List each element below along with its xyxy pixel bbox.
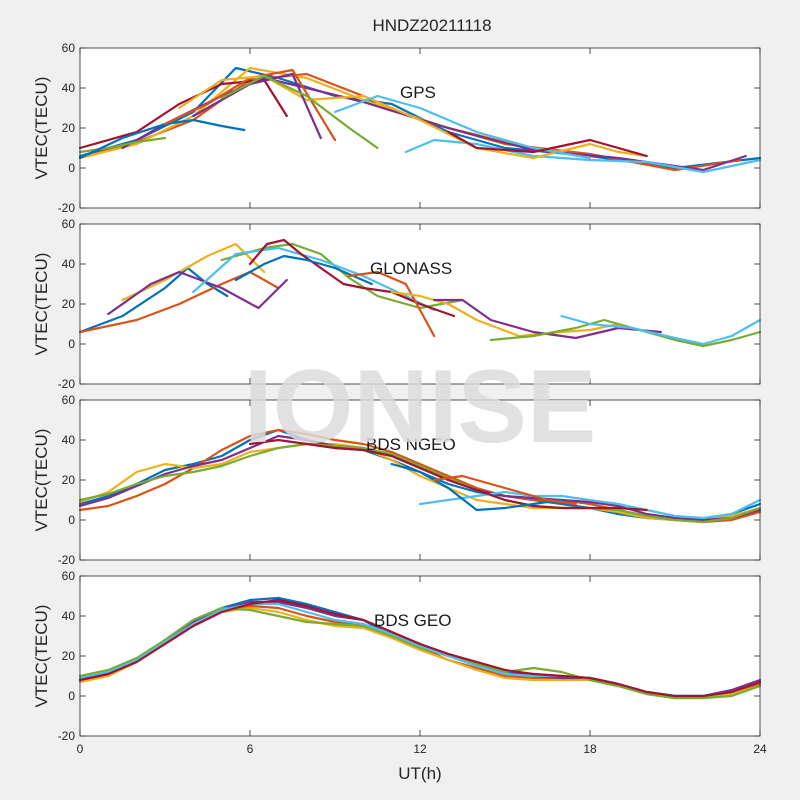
series-line [418,490,762,520]
series-line [78,442,762,522]
plot-area [80,576,760,736]
x-tick-label: 12 [413,742,427,756]
plot-area [80,400,760,560]
series-line [348,270,436,338]
series-line [560,314,762,346]
series-line [192,246,436,312]
series-line [390,290,620,338]
series-line [433,298,662,340]
series-line [433,474,577,506]
y-tick-label: 60 [62,217,76,231]
y-tick-label: 20 [62,649,76,663]
y-tick-label: -20 [58,377,76,391]
y-tick-label: 20 [62,121,76,135]
plot-area [80,48,760,208]
panel-label: BDS NGEO [366,435,456,454]
y-tick-label: 40 [62,257,76,271]
series-line [107,270,288,316]
y-tick-label: -20 [58,553,76,567]
y-axis-label: VTEC(TECU) [32,253,51,356]
series-line [78,136,167,154]
series-line [78,598,762,698]
x-tick-label: 24 [753,742,767,756]
y-tick-label: 60 [62,393,76,407]
series-line [78,266,229,334]
y-axis-label: VTEC(TECU) [32,605,51,708]
panel-label: GPS [400,83,436,102]
y-tick-label: 0 [68,337,75,351]
y-tick-label: 60 [62,41,76,55]
series-line [78,118,246,160]
x-tick-label: 18 [583,742,597,756]
series-line [248,438,648,512]
series-line [404,138,762,174]
y-tick-label: 60 [62,569,76,583]
y-tick-label: -20 [58,201,76,215]
y-tick-label: 0 [68,161,75,175]
y-tick-label: 0 [68,689,75,703]
series-line [220,74,379,150]
series-line [390,462,563,512]
panel-label: BDS GEO [374,611,451,630]
series-line [78,442,762,524]
chart-title: HNDZ20211118 [372,16,491,35]
y-tick-label: 40 [62,433,76,447]
y-tick-label: 40 [62,81,76,95]
y-tick-label: 0 [68,513,75,527]
y-axis-label: VTEC(TECU) [32,429,51,532]
x-axis-label: UT(h) [398,764,441,783]
x-tick-label: 6 [247,742,254,756]
y-axis-label: VTEC(TECU) [32,77,51,180]
y-tick-label: 40 [62,609,76,623]
y-tick-label: -20 [58,729,76,743]
panel-1: -20 0 20 40 60 VTEC(TECU) GLONASS [32,217,762,391]
panel-2: -20 0 20 40 60 VTEC(TECU) BDS NGEO [32,393,762,567]
series-line [234,254,373,286]
series-line [78,606,762,700]
series-line [78,270,280,334]
x-tick-label: 0 [77,742,84,756]
panel-0: -20 0 20 40 60 VTEC(TECU) GPS [32,41,762,215]
series-line [178,74,648,160]
watermark-text: IONISE [244,349,597,465]
y-tick-label: 20 [62,297,76,311]
y-tick-label: 20 [62,473,76,487]
series-line [447,130,648,158]
series-line [78,66,592,160]
panel-label: GLONASS [370,259,452,278]
series-line [248,238,456,318]
